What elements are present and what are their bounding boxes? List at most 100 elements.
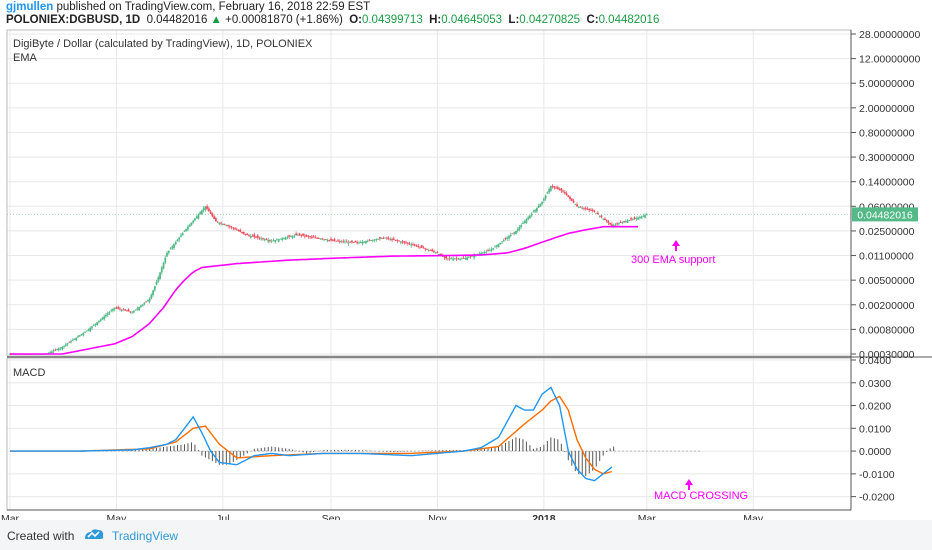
ema-line: [10, 225, 639, 355]
candle-body: [146, 300, 149, 302]
candle-body: [405, 242, 407, 244]
candle-body: [288, 235, 291, 237]
candle-body: [401, 241, 404, 243]
candle-body: [94, 323, 97, 326]
candle-body: [434, 252, 437, 254]
candle-body: [166, 252, 168, 257]
candle-body: [314, 237, 317, 239]
candle-body: [192, 220, 195, 223]
candle-body: [312, 236, 315, 238]
candle-body: [73, 338, 76, 340]
candle-body: [352, 242, 355, 243]
candle-body: [169, 248, 172, 250]
candle-body: [539, 203, 542, 207]
candle-body: [584, 208, 587, 209]
candle-body: [471, 255, 474, 257]
macd-axis[interactable]: 0.0400 0.0300 0.0200 0.0100 0.0000 -0.0100 -0.…: [851, 355, 895, 504]
candle-body: [141, 304, 144, 307]
candle-body: [138, 307, 141, 310]
candle-body: [258, 237, 261, 239]
candle-body: [572, 200, 575, 203]
price-tick-label: 2.00000000: [859, 103, 915, 115]
chart-canvas[interactable]: DigiByte / Dollar (calculated by Trading…: [0, 0, 932, 520]
open-value: 0.04399713: [361, 14, 423, 26]
candle-body: [216, 221, 219, 223]
published-text: published on TradingView.com, February 1…: [56, 1, 371, 13]
candle-body: [262, 238, 264, 240]
candle-body: [403, 241, 406, 243]
candle-body: [171, 246, 174, 249]
candle-body: [187, 226, 189, 230]
candle-body: [513, 232, 516, 234]
candle-body: [635, 218, 638, 219]
candle-body: [600, 215, 603, 218]
candle-body: [263, 239, 266, 241]
candle-body: [509, 234, 512, 237]
candle-body: [324, 239, 327, 241]
candle-body: [467, 256, 470, 258]
candle-body: [225, 225, 228, 227]
candle-body: [637, 217, 639, 220]
candle-body: [194, 218, 196, 221]
candle-body: [515, 230, 517, 234]
candle-body: [392, 238, 395, 240]
candle-body: [167, 250, 170, 253]
candle-body: [438, 254, 441, 255]
author-link[interactable]: gjmullen: [6, 1, 54, 13]
candle-body: [591, 209, 594, 211]
candle-body: [551, 186, 554, 187]
candle-body: [174, 241, 177, 245]
candle-body: [345, 241, 348, 243]
candle-body: [176, 239, 179, 242]
price-axis[interactable]: 28.00000000 12.00000000 5.00000000 2.000000…: [851, 29, 920, 361]
candle-body: [349, 241, 352, 243]
candle-body: [546, 192, 549, 194]
time-tick-label: Sep: [322, 513, 341, 520]
candle-body: [453, 258, 456, 260]
price-tick-label: 0.30000000: [859, 152, 915, 164]
candle-body: [494, 246, 496, 248]
candle-body: [450, 258, 453, 260]
ema-series: [10, 225, 639, 355]
close-label: C:: [586, 14, 599, 26]
candle-body: [361, 241, 364, 244]
candle-body: [188, 224, 191, 227]
candle-body: [202, 208, 205, 211]
candle-body: [150, 294, 153, 299]
last-price: 0.04482016: [146, 14, 208, 26]
macd-tick-label: 0.0200: [859, 401, 891, 413]
candle-body: [63, 345, 65, 347]
candle-body: [598, 215, 601, 217]
time-axis[interactable]: Mar May Jul Sep Nov 2018 Mar May: [1, 513, 764, 520]
candle-body: [57, 348, 60, 351]
candle-body: [260, 238, 263, 240]
candle-body: [54, 349, 57, 351]
candle-body: [612, 225, 615, 226]
candle-body: [504, 238, 507, 239]
candle-body: [579, 206, 582, 208]
macd-pane-border: [6, 357, 852, 511]
price-tick-label: 0.00080000: [859, 324, 915, 336]
candle-body: [115, 307, 118, 309]
candle-body: [122, 309, 125, 311]
candle-body: [460, 258, 463, 260]
ema-indicator-label[interactable]: EMA: [13, 52, 38, 64]
candle-body: [136, 308, 139, 310]
tradingview-brand[interactable]: TradingView: [112, 529, 179, 543]
candle-body: [576, 204, 578, 207]
time-tick-label: Jul: [216, 513, 229, 520]
candle-body: [59, 347, 62, 349]
tradingview-logo-icon[interactable]: [82, 527, 106, 541]
candle-body: [237, 230, 240, 232]
candle-body: [269, 239, 271, 241]
candle-body: [356, 242, 359, 244]
candle-body: [448, 257, 451, 259]
candle-body: [617, 223, 620, 225]
candle-body: [433, 251, 435, 253]
candle-body: [387, 238, 390, 239]
candle-body: [190, 222, 193, 225]
macd-indicator-label[interactable]: MACD: [13, 367, 45, 379]
candle-body: [173, 244, 175, 248]
candle-body: [586, 208, 589, 210]
candle-body: [645, 214, 648, 216]
